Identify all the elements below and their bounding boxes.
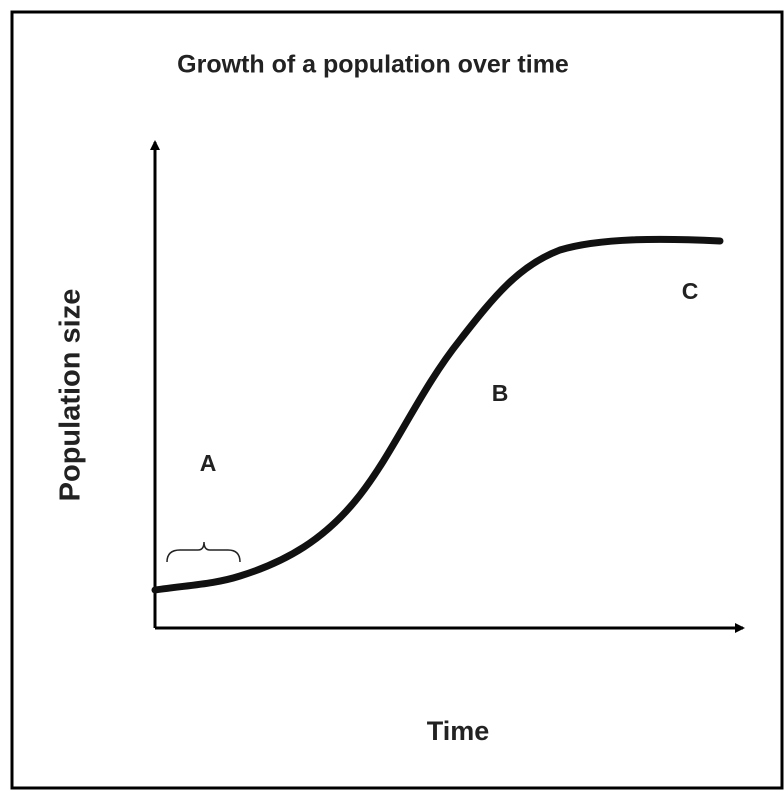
annotation: B bbox=[492, 380, 509, 406]
annotation: C bbox=[682, 278, 699, 304]
title: Growth of a population over time bbox=[177, 51, 569, 79]
brace bbox=[166, 541, 241, 563]
x-axis-label: Time bbox=[427, 716, 490, 746]
frame bbox=[10, 10, 784, 790]
y-axis-label: Population size bbox=[55, 289, 87, 502]
growth-curve bbox=[151, 235, 724, 594]
annotation: A bbox=[200, 450, 217, 476]
